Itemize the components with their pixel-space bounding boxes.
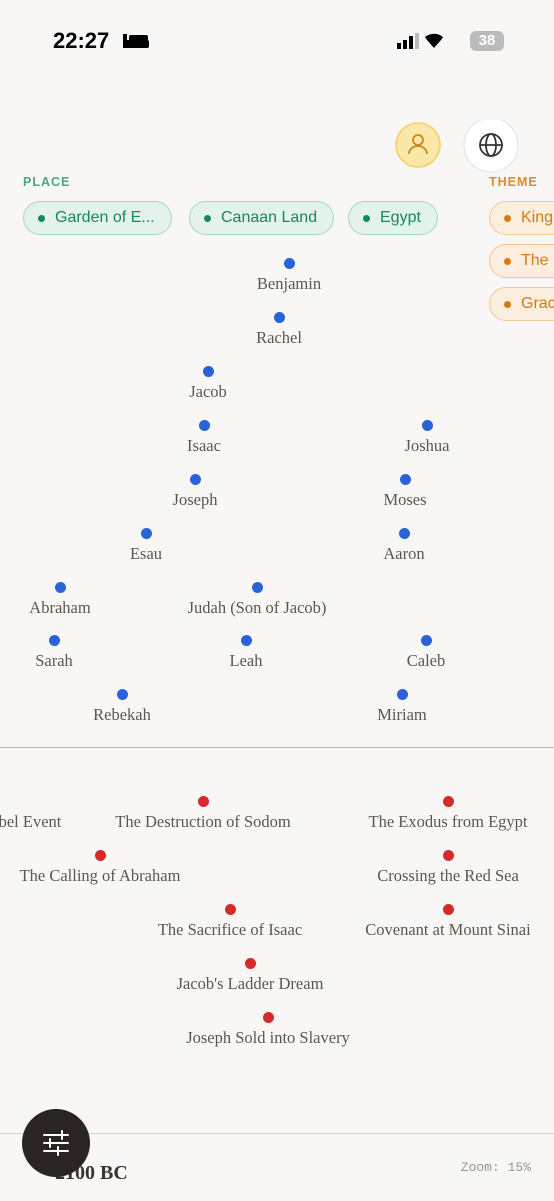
- battery: 38: [470, 31, 504, 51]
- theme-chip[interactable]: The: [489, 244, 554, 278]
- label: Caleb: [406, 651, 446, 670]
- theme-chip[interactable]: King: [489, 201, 554, 235]
- label: The Destruction of Sodom: [115, 812, 291, 831]
- label: Canaan Land: [221, 209, 318, 226]
- label: Esau: [129, 544, 163, 563]
- label: Jacob: [189, 382, 227, 401]
- label: Jacob's Ladder Dream: [176, 974, 324, 993]
- label: Grac: [521, 295, 554, 312]
- top-buttons[interactable]: [394, 120, 524, 176]
- label: Sarah: [35, 651, 73, 670]
- place-chip[interactable]: Egypt: [348, 201, 438, 235]
- label: Abraham: [29, 598, 91, 617]
- label: The: [521, 252, 549, 269]
- label: Garden of E...: [55, 209, 155, 226]
- label: Miriam: [377, 705, 427, 724]
- theme-chip[interactable]: Grac: [489, 287, 554, 321]
- label: Isaac: [187, 436, 221, 455]
- filter-button[interactable]: [22, 1109, 92, 1179]
- label: bel Event: [0, 812, 62, 831]
- label: Joseph: [172, 490, 218, 509]
- label: Leah: [229, 651, 263, 670]
- label: Joseph Sold into Slavery: [186, 1028, 350, 1047]
- theme-label: THEME: [489, 175, 538, 189]
- footer: 2100 BC Zoom: 15%: [0, 1133, 554, 1201]
- place-label: PLACE: [23, 175, 71, 189]
- label: Judah (Son of Jacob): [187, 598, 327, 617]
- sleep-icon: [123, 34, 149, 48]
- place-chip[interactable]: Canaan Land: [189, 201, 335, 235]
- zoom: Zoom: 15%: [460, 1160, 531, 1175]
- label: Rebekah: [93, 705, 151, 724]
- label: Benjamin: [256, 274, 322, 293]
- label: The Exodus from Egypt: [368, 812, 528, 831]
- label: Covenant at Mount Sinai: [365, 920, 531, 939]
- label: King: [521, 209, 554, 226]
- label: Moses: [383, 490, 427, 509]
- place-chip[interactable]: Garden of E...: [23, 201, 172, 235]
- signal-wifi: [397, 33, 443, 49]
- label: The Sacrifice of Isaac: [157, 920, 303, 939]
- clock: 22:27: [53, 28, 110, 53]
- label: The Calling of Abraham: [19, 866, 181, 885]
- label: Crossing the Red Sea: [377, 866, 519, 885]
- label: Aaron: [383, 544, 425, 563]
- label: Egypt: [380, 209, 421, 226]
- label: Rachel: [256, 328, 302, 347]
- label: Joshua: [404, 436, 450, 455]
- divider: [0, 747, 554, 748]
